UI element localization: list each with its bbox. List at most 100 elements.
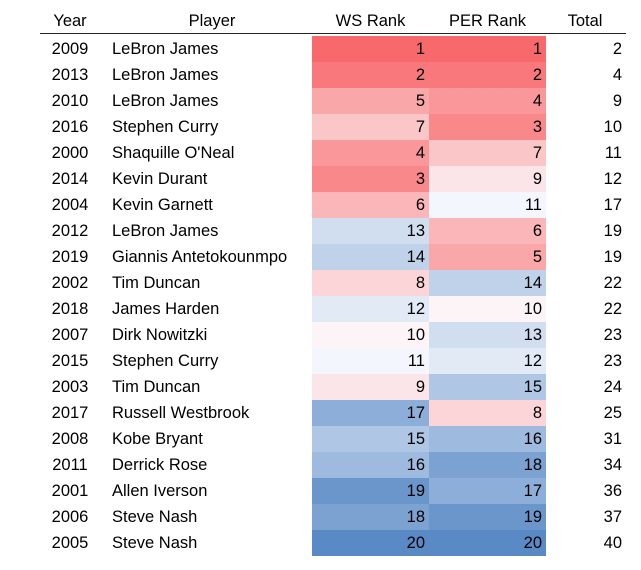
player-header: Player (188, 12, 236, 30)
ws-rank-cell: 19 (312, 478, 429, 504)
ws-rank-cell: 4 (312, 140, 429, 166)
per-rank-cell: 15 (429, 374, 546, 400)
player-cell: James Harden (112, 300, 220, 318)
table-row: 2007 Dirk Nowitzki 10 13 23 (0, 322, 641, 348)
year-cell: 2007 (51, 326, 89, 344)
year-cell: 2009 (51, 40, 89, 58)
per-rank-cell: 3 (429, 114, 546, 140)
year-cell: 2018 (51, 300, 89, 318)
total-cell: 22 (603, 300, 622, 318)
player-cell: Allen Iverson (112, 482, 208, 500)
ws-rank-cell: 10 (312, 322, 429, 348)
per-rank-cell: 18 (429, 452, 546, 478)
year-cell: 2012 (51, 222, 89, 240)
table-row: 2001 Allen Iverson 19 17 36 (0, 478, 641, 504)
year-cell: 2003 (51, 378, 89, 396)
year-cell: 2000 (51, 144, 89, 162)
per-rank-cell: 4 (429, 88, 546, 114)
ws-rank-cell: 1 (312, 36, 429, 62)
total-cell: 37 (603, 508, 622, 526)
table-row: 2009 LeBron James 1 1 2 (0, 36, 641, 62)
table-row: 2019 Giannis Antetokounmpo 14 5 19 (0, 244, 641, 270)
table-row: 2015 Stephen Curry 11 12 23 (0, 348, 641, 374)
ws-rank-cell: 9 (312, 374, 429, 400)
table-row: 2005 Steve Nash 20 20 40 (0, 530, 641, 556)
table-row: 2006 Steve Nash 18 19 37 (0, 504, 641, 530)
year-cell: 2008 (51, 430, 89, 448)
total-cell: 19 (603, 222, 622, 240)
per-rank-header: PER Rank (448, 12, 527, 30)
player-cell: LeBron James (112, 40, 219, 58)
player-cell: Kevin Durant (112, 170, 208, 188)
total-cell: 19 (603, 248, 622, 266)
per-rank-cell: 5 (429, 244, 546, 270)
per-rank-cell: 20 (429, 530, 546, 556)
ws-rank-cell: 20 (312, 530, 429, 556)
total-cell: 9 (612, 92, 622, 110)
ws-rank-cell: 12 (312, 296, 429, 322)
total-cell: 4 (612, 66, 622, 84)
per-rank-cell: 11 (429, 192, 546, 218)
total-cell: 10 (603, 118, 622, 136)
ws-rank-cell: 17 (312, 400, 429, 426)
total-header: Total (567, 12, 603, 30)
total-cell: 31 (603, 430, 622, 448)
per-rank-cell: 14 (429, 270, 546, 296)
total-cell: 40 (603, 534, 622, 552)
ws-rank-cell: 14 (312, 244, 429, 270)
year-cell: 2006 (51, 508, 89, 526)
table-row: 2010 LeBron James 5 4 9 (0, 88, 641, 114)
ws-rank-cell: 15 (312, 426, 429, 452)
year-cell: 2016 (51, 118, 89, 136)
table-row: 2000 Shaquille O'Neal 4 7 11 (0, 140, 641, 166)
player-cell: Dirk Nowitzki (112, 326, 208, 344)
table-row: 2016 Stephen Curry 7 3 10 (0, 114, 641, 140)
total-cell: 24 (603, 378, 622, 396)
player-cell: Stephen Curry (112, 118, 219, 136)
ws-rank-cell: 3 (312, 166, 429, 192)
total-cell: 2 (612, 40, 622, 58)
total-cell: 12 (603, 170, 622, 188)
table-row: 2002 Tim Duncan 8 14 22 (0, 270, 641, 296)
per-rank-cell: 1 (429, 36, 546, 62)
player-cell: LeBron James (112, 66, 219, 84)
table-row: 2018 James Harden 12 10 22 (0, 296, 641, 322)
player-cell: LeBron James (112, 222, 219, 240)
per-rank-cell: 16 (429, 426, 546, 452)
total-cell: 34 (603, 456, 622, 474)
ws-rank-cell: 16 (312, 452, 429, 478)
player-cell: Steve Nash (112, 508, 198, 526)
player-cell: Shaquille O'Neal (112, 144, 235, 162)
player-cell: Kevin Garnett (112, 196, 213, 214)
per-rank-cell: 2 (429, 62, 546, 88)
per-rank-cell: 10 (429, 296, 546, 322)
player-cell: Giannis Antetokounmpo (112, 248, 288, 266)
per-rank-cell: 19 (429, 504, 546, 530)
ws-rank-cell: 18 (312, 504, 429, 530)
per-rank-cell: 9 (429, 166, 546, 192)
per-rank-cell: 17 (429, 478, 546, 504)
year-cell: 2010 (51, 92, 89, 110)
table-row: 2014 Kevin Durant 3 9 12 (0, 166, 641, 192)
ws-rank-cell: 11 (312, 348, 429, 374)
player-cell: Kobe Bryant (112, 430, 203, 448)
table-row: 2004 Kevin Garnett 6 11 17 (0, 192, 641, 218)
year-cell: 2005 (51, 534, 89, 552)
table-row: 2017 Russell Westbrook 17 8 25 (0, 400, 641, 426)
year-cell: 2001 (51, 482, 89, 500)
player-cell: Derrick Rose (112, 456, 208, 474)
year-cell: 2014 (51, 170, 89, 188)
ws-rank-cell: 5 (312, 88, 429, 114)
header-row: Year Player WS Rank PER Rank Total (0, 8, 641, 34)
ws-rank-header: WS Rank (335, 12, 406, 30)
table-row: 2012 LeBron James 13 6 19 (0, 218, 641, 244)
table-row: 2011 Derrick Rose 16 18 34 (0, 452, 641, 478)
player-cell: LeBron James (112, 92, 219, 110)
player-cell: Stephen Curry (112, 352, 219, 370)
total-cell: 23 (603, 326, 622, 344)
table-row: 2013 LeBron James 2 2 4 (0, 62, 641, 88)
per-rank-cell: 13 (429, 322, 546, 348)
total-cell: 22 (603, 274, 622, 292)
total-cell: 11 (604, 144, 622, 162)
year-cell: 2015 (51, 352, 89, 370)
